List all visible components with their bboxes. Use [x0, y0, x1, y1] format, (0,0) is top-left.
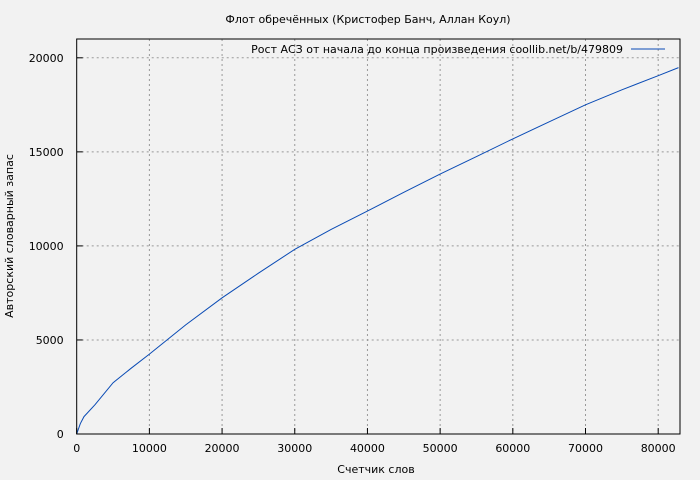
y-tick-label: 5000 [36, 334, 64, 347]
y-tick-label: 0 [57, 428, 64, 441]
legend-label: Рост АСЗ от начала до конца произведения… [251, 43, 623, 56]
x-tick-label: 70000 [568, 442, 603, 455]
x-axis-label: Счетчик слов [337, 463, 414, 476]
x-tick-label: 60000 [495, 442, 530, 455]
chart-title: Флот обречённых (Кристофер Банч, Аллан К… [225, 13, 510, 26]
x-tick-label: 80000 [641, 442, 676, 455]
ticks: 0 10000 20000 30000 40000 50000 60000 70000 8000… [29, 52, 676, 455]
y-tick-label: 10000 [29, 240, 64, 253]
series [76, 67, 679, 435]
x-tick-label: 10000 [132, 442, 167, 455]
x-tick-label: 0 [73, 442, 80, 455]
y-tick-label: 15000 [29, 146, 64, 159]
y-tick-label: 20000 [29, 52, 64, 65]
plot-frame [76, 38, 681, 435]
x-tick-label: 20000 [205, 442, 240, 455]
legend: Рост АСЗ от начала до конца произведения… [251, 43, 665, 56]
y-axis-label: Авторский словарный запас [3, 154, 16, 318]
x-tick-label: 30000 [277, 442, 312, 455]
x-tick-label: 40000 [350, 442, 385, 455]
series-line [76, 67, 679, 435]
x-tick-label: 50000 [423, 442, 458, 455]
